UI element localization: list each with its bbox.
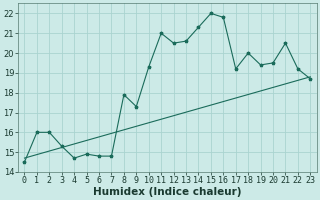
X-axis label: Humidex (Indice chaleur): Humidex (Indice chaleur) (93, 187, 242, 197)
